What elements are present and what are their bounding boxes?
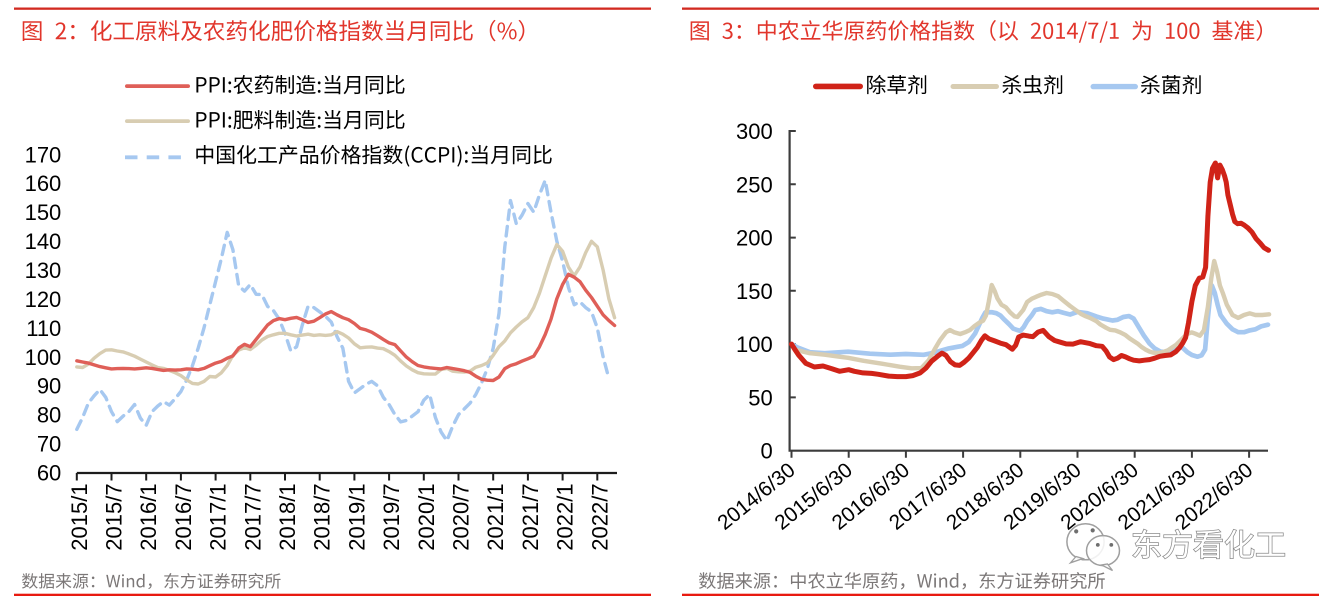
svg-text:110: 110	[26, 316, 61, 341]
svg-text:100: 100	[736, 332, 773, 357]
svg-text:2019/1: 2019/1	[344, 483, 369, 550]
svg-text:0: 0	[760, 439, 772, 464]
svg-text:200: 200	[736, 226, 773, 251]
svg-text:160: 160	[25, 171, 62, 196]
svg-text:2019/7: 2019/7	[379, 483, 404, 550]
svg-text:150: 150	[25, 200, 62, 225]
svg-text:2015/7: 2015/7	[102, 483, 127, 550]
svg-text:140: 140	[25, 229, 62, 254]
svg-text:300: 300	[736, 119, 773, 144]
svg-text:80: 80	[37, 403, 61, 428]
svg-text:2020/1: 2020/1	[414, 483, 439, 550]
svg-text:2015/1: 2015/1	[67, 483, 92, 550]
svg-text:120: 120	[25, 287, 62, 312]
svg-text:70: 70	[37, 432, 61, 457]
svg-text:50: 50	[748, 385, 772, 410]
svg-text:2016/1: 2016/1	[136, 483, 161, 550]
svg-text:2022/7: 2022/7	[587, 483, 612, 550]
svg-text:2017/1: 2017/1	[206, 483, 231, 550]
svg-text:2022/1: 2022/1	[553, 483, 578, 550]
svg-text:250: 250	[736, 172, 773, 197]
svg-text:2016/7: 2016/7	[171, 483, 196, 550]
svg-text:100: 100	[25, 345, 62, 370]
svg-text:2021/7: 2021/7	[518, 483, 543, 550]
svg-text:2018/7: 2018/7	[310, 483, 335, 550]
svg-text:2021/1: 2021/1	[483, 483, 508, 550]
svg-text:2018/1: 2018/1	[275, 483, 300, 550]
svg-text:2017/7: 2017/7	[240, 483, 265, 550]
svg-text:170: 170	[25, 142, 62, 167]
svg-text:90: 90	[37, 374, 61, 399]
svg-text:130: 130	[25, 258, 62, 283]
svg-text:2020/7: 2020/7	[449, 483, 474, 550]
svg-text:150: 150	[736, 279, 773, 304]
svg-text:60: 60	[37, 461, 61, 486]
